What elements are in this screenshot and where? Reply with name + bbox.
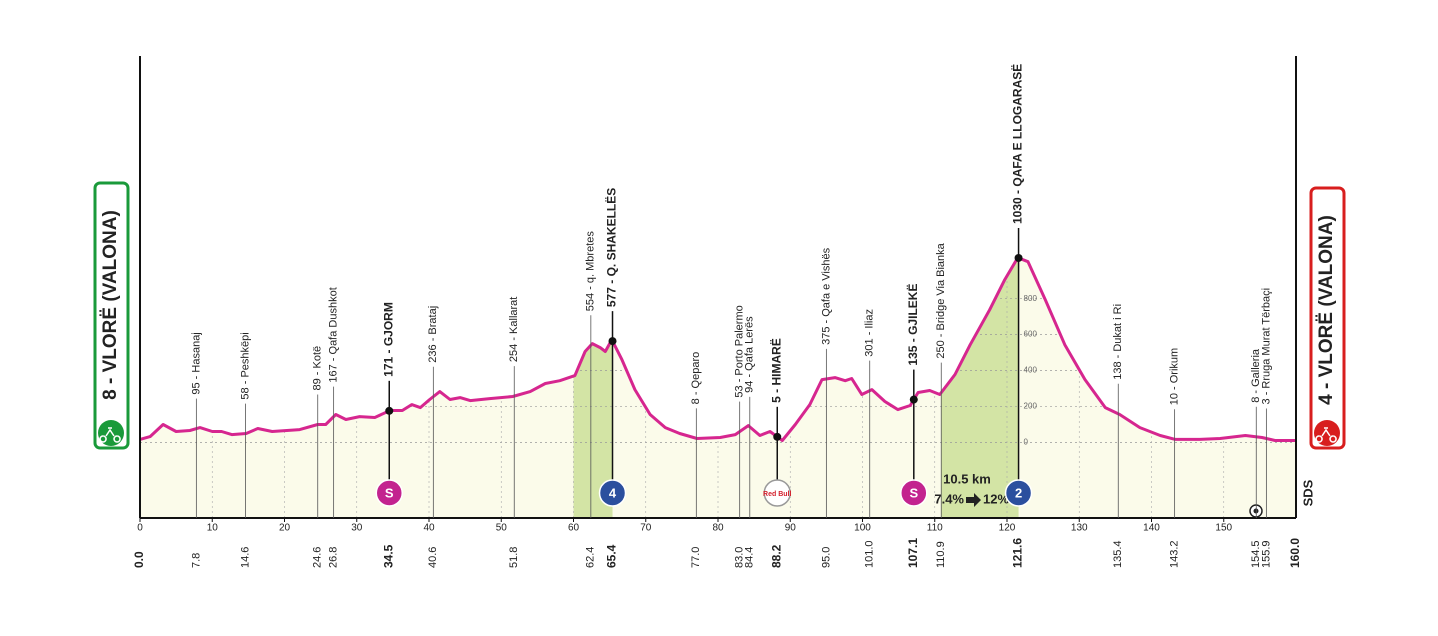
climb-length: 10.5 km — [943, 471, 991, 486]
x-tick-label: 20 — [279, 523, 291, 534]
y-tick-label: 200 — [1024, 402, 1038, 411]
km-label: 155.9 — [1260, 540, 1272, 568]
y-tick-label: 800 — [1024, 294, 1038, 303]
km-label: 26.8 — [328, 547, 340, 568]
km-label: 121.6 — [1011, 538, 1025, 568]
km-label: 34.5 — [381, 544, 395, 568]
x-tick-label: 70 — [640, 523, 652, 534]
waypoint-label: 577 - Q. SHAKELLËS — [604, 188, 619, 307]
waypoint-label: 89 - Kotë — [312, 346, 324, 391]
badge — [763, 479, 791, 507]
x-tick-label: 40 — [423, 523, 435, 534]
waypoint-label: 138 - Dukat i Ri — [1112, 304, 1124, 380]
km-label: 83.0 — [734, 547, 746, 568]
x-tick-label: 60 — [568, 523, 580, 534]
waypoint-label: 301 - Iliaz — [864, 309, 876, 357]
badge — [598, 479, 627, 507]
badge-text: Red Bull — [763, 491, 791, 498]
waypoint-label: 1030 - QAFA E LLOGARASË — [1010, 64, 1025, 224]
waypoint-dot — [385, 406, 394, 415]
km-label: 84.4 — [744, 547, 756, 568]
finish-box — [1309, 186, 1346, 450]
y-tick-label: 600 — [1024, 330, 1038, 339]
start-label: 8 - VLORË (VALONA) — [100, 210, 121, 400]
km-label: 0.0 — [132, 551, 146, 568]
km-label: 101.0 — [864, 540, 876, 568]
gradient-arrow — [966, 493, 981, 507]
finish-label: 4 - VLORË (VALONA) — [1316, 215, 1337, 405]
waypoint-label: 135 - GJILEKË — [905, 284, 920, 366]
km-label: 88.2 — [769, 544, 783, 568]
brand: SDS — [1300, 479, 1315, 506]
waypoint-label: 3 - Rruga Murat Tërbaçi — [1260, 288, 1272, 405]
waypoint-label: 554 - q. Mbretes — [585, 231, 597, 312]
x-tick-label: 50 — [496, 523, 508, 534]
km-label: 65.4 — [605, 544, 619, 568]
km-label: 77.0 — [690, 547, 702, 568]
waypoint-label: 5 - HIMARË — [768, 338, 783, 403]
waypoint-label: 167 - Qafa Dushkot — [328, 287, 340, 382]
km-label: 143.2 — [1169, 540, 1181, 568]
waypoint-dot — [909, 395, 918, 404]
badge — [900, 479, 928, 507]
waypoint-label: 8 - Qeparo — [690, 352, 702, 405]
waypoint-dot — [608, 337, 617, 346]
waypoint-dot — [773, 432, 782, 441]
background-layer — [140, 257, 1296, 518]
km-label: 40.6 — [427, 547, 439, 568]
profile-line — [139, 256, 1296, 442]
waypoint-label: 94 - Qafa Lerës — [744, 316, 756, 393]
km-label: 24.6 — [312, 547, 324, 568]
start-icon — [98, 420, 124, 446]
bike-icon — [99, 427, 121, 443]
badge-text: 4 — [609, 485, 617, 500]
waypoint-label: 53 - Porto Palermo — [734, 305, 746, 397]
x-tick-label: 120 — [999, 523, 1016, 534]
x-tick-label: 100 — [854, 523, 871, 534]
km-label: 135.4 — [1112, 540, 1124, 568]
badge-text: 2 — [1015, 485, 1022, 500]
km-label: 51.8 — [508, 547, 520, 568]
km-label: 95.0 — [820, 547, 832, 568]
waypoint-label: 171 - GJORM — [381, 302, 395, 377]
badge — [375, 479, 404, 507]
x-tick-label: 130 — [1071, 523, 1088, 534]
waypoint-label: 236 - Brataj — [427, 306, 439, 363]
gradient-from: 7.4% — [934, 491, 964, 506]
x-tick-label: 0 — [137, 523, 143, 534]
waypoint-label: 254 - Kallarat — [508, 297, 520, 362]
waypoint-label: 10 - Orikum — [1169, 348, 1181, 405]
x-tick-label: 10 — [207, 523, 219, 534]
waypoint-label: 95 - Hasanaj — [190, 332, 202, 394]
waypoint-dot — [1014, 253, 1023, 262]
km-label: 154.5 — [1250, 540, 1262, 568]
y-tick-label: 0 — [1024, 438, 1029, 447]
bike-icon — [1315, 427, 1337, 443]
km-label: 107.1 — [906, 538, 920, 568]
km-label: 110.9 — [935, 541, 947, 568]
x-tick-label: 110 — [927, 523, 943, 534]
badge — [1004, 479, 1033, 507]
x-tick-label: 90 — [785, 523, 797, 534]
finish-icon — [1314, 420, 1340, 446]
waypoint-label: 375 - Qafa e Vishës — [820, 247, 832, 345]
x-tick-label: 140 — [1143, 523, 1160, 534]
km-label: 7.8 — [190, 553, 202, 568]
waypoint-label: 8 - Galleria — [1250, 348, 1262, 403]
km-label: 14.6 — [239, 547, 251, 568]
x-tick-label: 150 — [1215, 523, 1232, 534]
gradient-to: 12% — [983, 491, 1009, 506]
waypoint-label: 58 - Peshkëpi — [239, 332, 251, 399]
start-box — [93, 181, 130, 450]
y-tick-label: 400 — [1024, 366, 1038, 375]
x-tick-label: 30 — [351, 523, 363, 534]
x-tick-label: 80 — [712, 523, 724, 534]
km-label: 62.4 — [585, 547, 597, 568]
badge-text: S — [385, 485, 394, 500]
badge-text: S — [909, 485, 918, 500]
waypoint-label: 250 - Bridge Via Bianka — [935, 242, 947, 358]
km-label: 160.0 — [1288, 538, 1302, 568]
